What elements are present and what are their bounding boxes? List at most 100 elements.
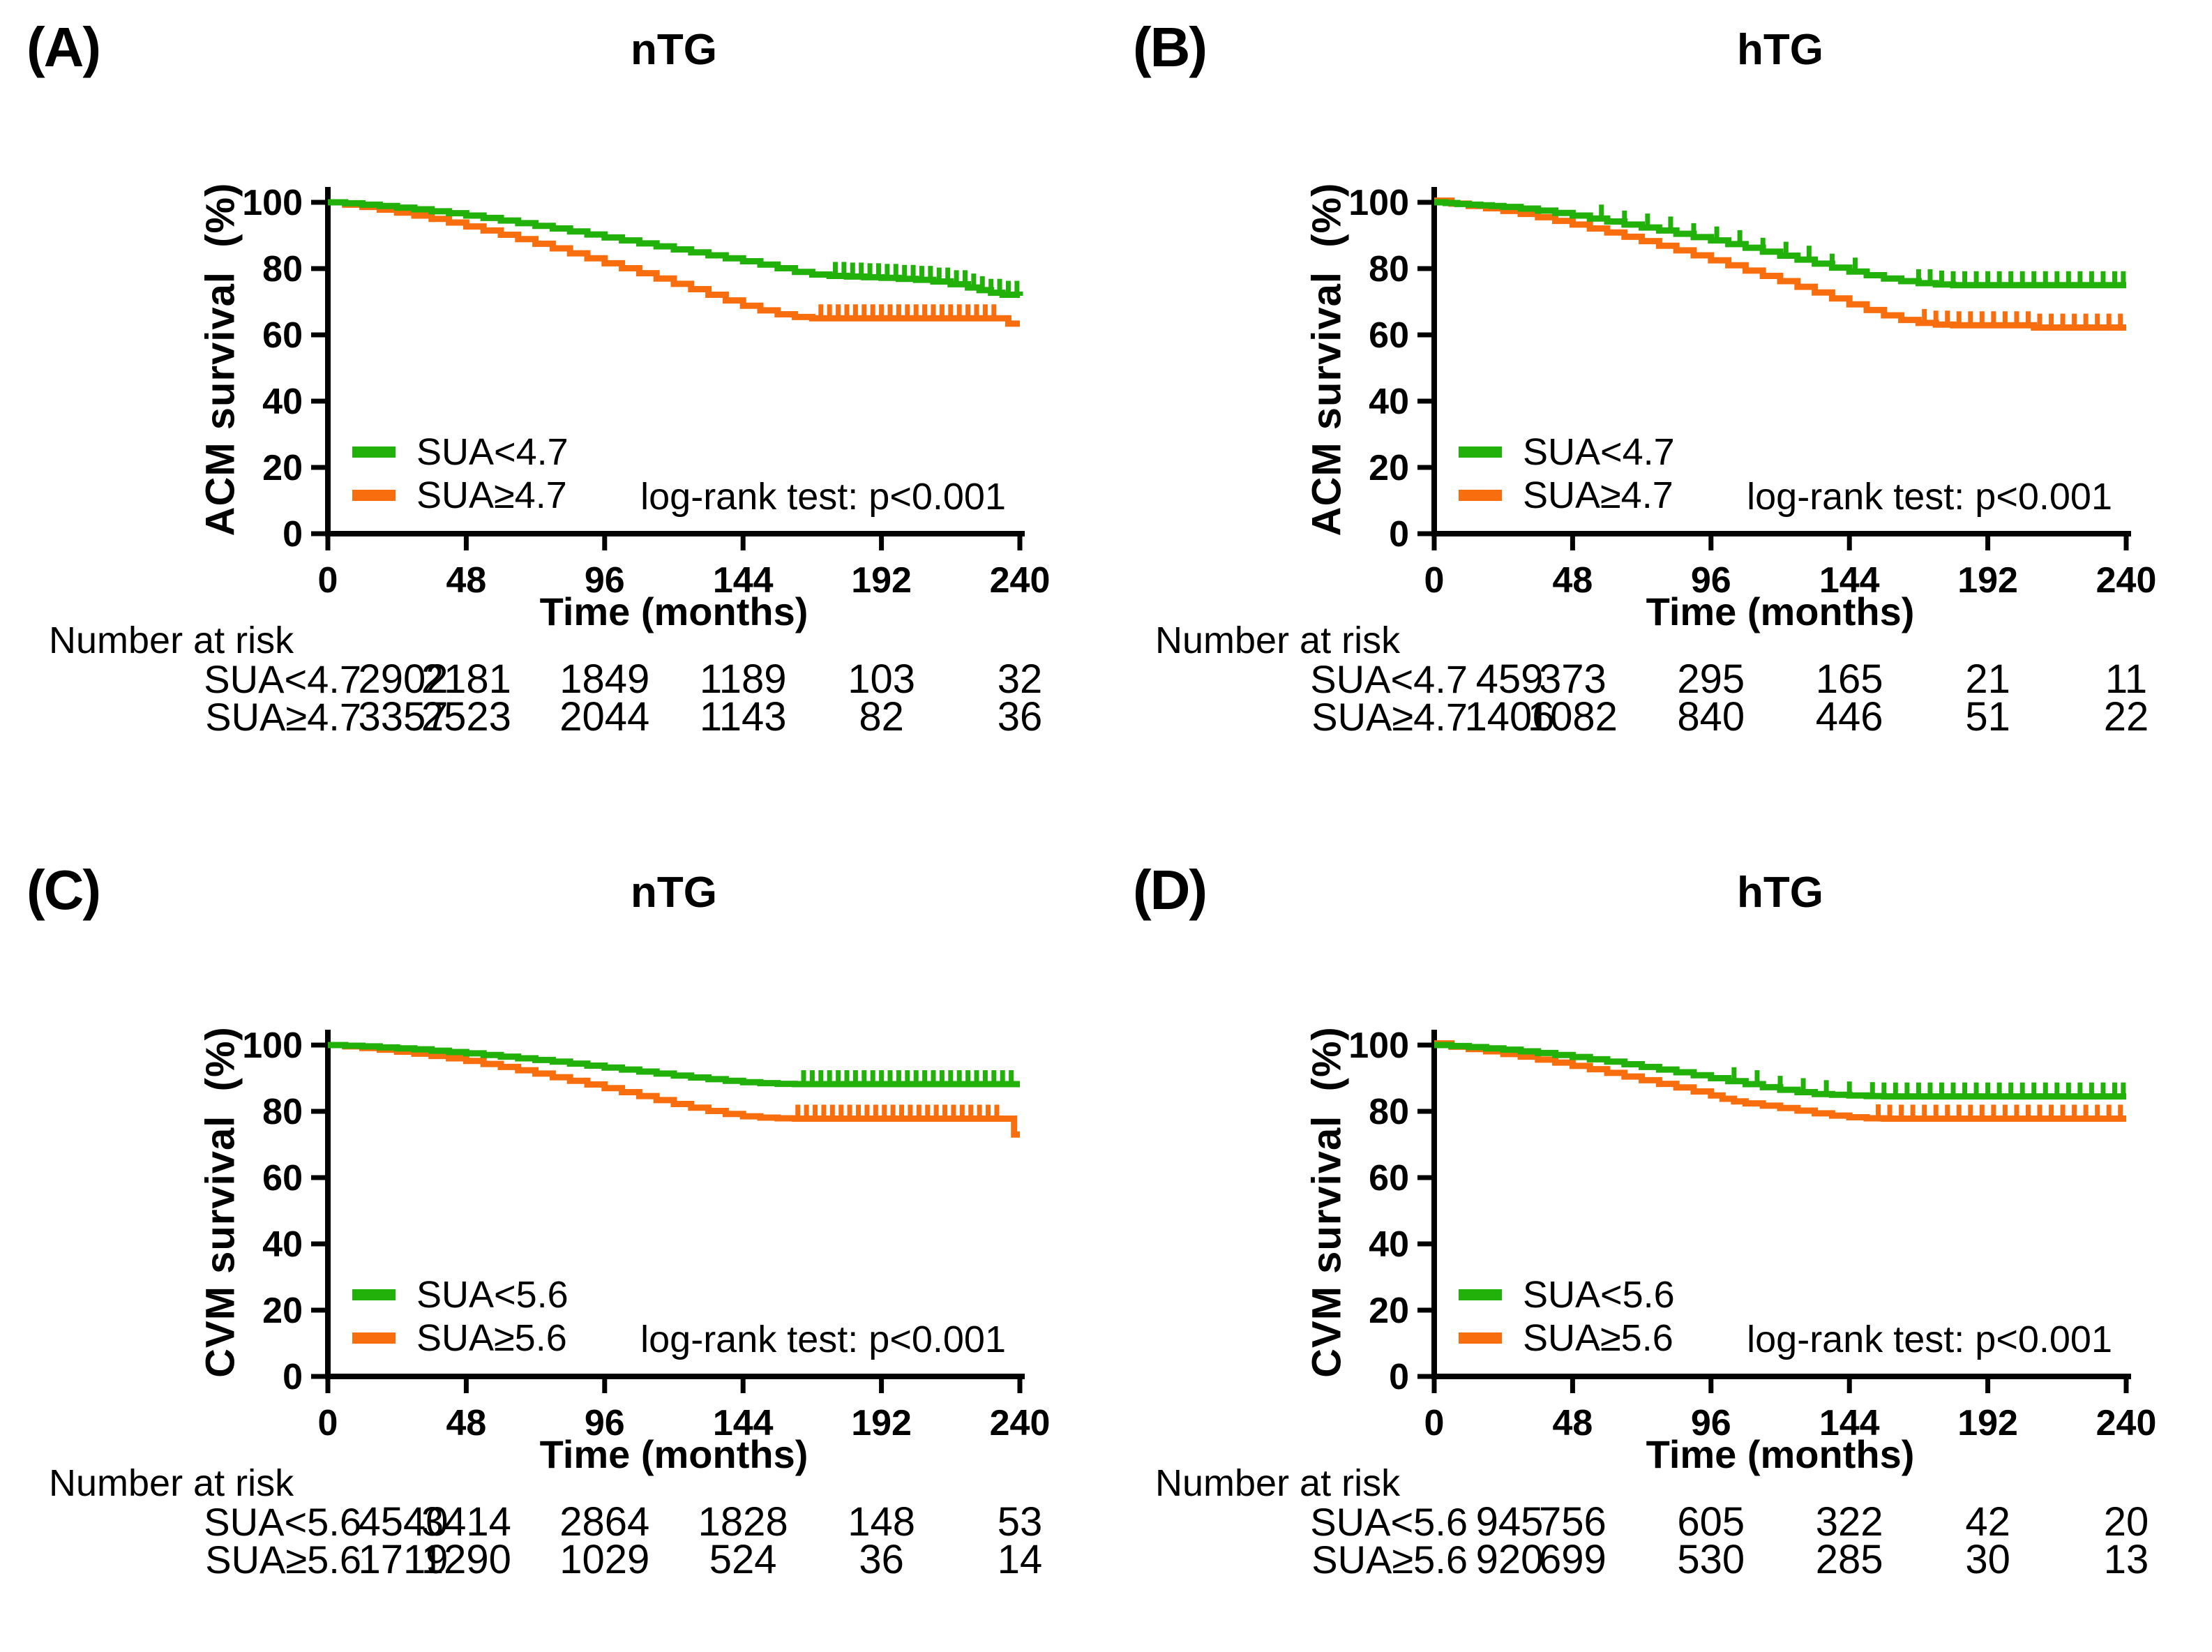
y-tick-label: 40 [1369, 382, 1409, 422]
y-tick-label: 60 [1369, 315, 1409, 356]
x-tick-label: 0 [1424, 560, 1445, 601]
panel-b: 0 20 40 60 80 100 0 48 96 144 192 240 (B) hTG ACM s… [1106, 7, 2212, 809]
y-tick-label: 100 [1348, 1026, 1409, 1066]
logrank-annotation: log-rank test: p<0.001 [640, 476, 1006, 518]
risk-row-label: SUA≥5.6 [205, 1538, 361, 1582]
risk-value: 42 [1965, 1499, 2010, 1545]
legend-label-orange: SUA≥4.7 [1523, 474, 1673, 516]
legend-entry-orange: SUA≥5.6 [1459, 1317, 1673, 1359]
risk-value: 699 [1539, 1537, 1607, 1582]
y-axis-title-b: ACM survival (%) [1304, 182, 1350, 536]
x-axis-title-d: Time (months) [1646, 1432, 1915, 1476]
y-tick-label: 60 [262, 315, 303, 356]
x-tick-label: 240 [990, 560, 1051, 601]
risk-value: 2044 [559, 694, 650, 739]
survival-plot-b: 0 20 40 60 80 100 0 48 96 144 192 240 [1348, 183, 2157, 601]
risk-row-label: SUA<4.7 [204, 657, 361, 701]
y-tick-label: 0 [283, 1357, 303, 1397]
risk-values-row: 945 756 605 322 42 20 [1106, 1501, 2212, 1543]
y-tick-label: 60 [262, 1158, 303, 1199]
y-tick-label: 40 [262, 1224, 303, 1265]
figure-canvas: { "figure": { "background": "#ffffff", "… [0, 7, 2212, 1582]
risk-row-label: SUA≥5.6 [1311, 1538, 1468, 1582]
x-tick-label: 96 [585, 1403, 625, 1443]
risk-value: 459 [1475, 656, 1544, 702]
risk-value: 322 [1815, 1499, 1883, 1545]
risk-values-row: 920 699 530 285 30 13 [1106, 1539, 2212, 1581]
panel-a: 0 20 40 60 80 100 0 48 96 144 192 240 (A) nTG ACM s… [0, 7, 1106, 809]
chart-title-d: hTG [1737, 869, 1823, 917]
panel-label-d: (D) [1133, 859, 1207, 921]
legend-entry-green: SUA<5.6 [352, 1274, 569, 1316]
risk-value: 295 [1677, 656, 1745, 702]
risk-value: 1082 [1527, 694, 1618, 739]
risk-value: 605 [1677, 1499, 1745, 1545]
km-curve-green [1434, 1042, 2126, 1100]
legend-label-green: SUA<4.7 [1523, 431, 1675, 473]
panel-d: 0 20 40 60 80 100 0 48 96 144 192 240 (D) hTG CVM s… [1106, 850, 2212, 1652]
risk-value: 1719 [358, 1537, 449, 1582]
legend-entry-orange: SUA≥4.7 [352, 474, 567, 516]
risk-value: 524 [709, 1537, 777, 1582]
logrank-annotation: log-rank test: p<0.001 [1747, 476, 2112, 518]
y-tick-label: 60 [1369, 1158, 1409, 1199]
risk-value: 530 [1677, 1537, 1745, 1582]
risk-value: 3414 [421, 1499, 511, 1545]
risk-value: 30 [1965, 1537, 2010, 1582]
panel-label-a: (A) [27, 16, 101, 78]
risk-value: 285 [1815, 1537, 1883, 1582]
chart-title-a: nTG [631, 26, 717, 74]
legend-label-green: SUA<5.6 [1523, 1274, 1675, 1316]
legend-label-orange: SUA≥5.6 [416, 1317, 567, 1359]
km-curve-orange [1434, 197, 2126, 331]
chart-title-c: nTG [631, 869, 717, 917]
risk-values-row: 1406 1082 840 446 51 22 [1106, 696, 2212, 738]
y-axis-title-d: CVM survival (%) [1304, 1026, 1350, 1378]
risk-value: 3357 [358, 694, 449, 739]
x-tick-label: 192 [1957, 1403, 2018, 1443]
risk-table-title: Number at risk [49, 620, 294, 661]
logrank-annotation: log-rank test: p<0.001 [1747, 1319, 2112, 1360]
risk-value: 4540 [358, 1499, 449, 1545]
x-tick-label: 240 [2096, 560, 2157, 601]
risk-value: 1290 [421, 1537, 511, 1582]
y-axis-title-c: CVM survival (%) [197, 1026, 243, 1378]
risk-values-row: 459 373 295 165 21 11 [1106, 659, 2212, 700]
risk-row-label: SUA<5.6 [204, 1500, 361, 1544]
y-tick-label: 0 [1389, 1357, 1409, 1397]
legend-label-green: SUA<5.6 [416, 1274, 569, 1316]
km-curve-orange [328, 199, 1020, 327]
x-tick-label: 144 [713, 560, 774, 601]
risk-value: 1029 [559, 1537, 650, 1582]
risk-table-title: Number at risk [49, 1462, 294, 1504]
logrank-annotation: log-rank test: p<0.001 [640, 1319, 1006, 1360]
risk-value: 1828 [698, 1499, 788, 1545]
legend-swatch-green [1459, 1289, 1502, 1300]
risk-value: 36 [859, 1537, 904, 1582]
y-tick-label: 20 [262, 448, 303, 488]
y-tick-label: 100 [242, 1026, 303, 1066]
risk-values-row: 3357 2523 2044 1143 82 36 [0, 696, 1106, 738]
risk-value: 36 [997, 694, 1043, 739]
panel-label-c: (C) [27, 859, 101, 921]
x-tick-label: 0 [1424, 1403, 1445, 1443]
risk-value: 11 [2105, 656, 2148, 702]
risk-value: 165 [1815, 656, 1883, 702]
survival-plot-c: 0 20 40 60 80 100 0 48 96 144 192 240 [242, 1026, 1050, 1443]
x-tick-label: 192 [1957, 560, 2018, 601]
risk-value: 82 [859, 694, 904, 739]
legend-entry-green: SUA<4.7 [352, 431, 569, 473]
x-tick-label: 0 [318, 1403, 338, 1443]
risk-value: 20 [2103, 1499, 2149, 1545]
y-tick-label: 20 [262, 1291, 303, 1331]
risk-row-label: SUA≥4.7 [205, 695, 361, 739]
legend-label-green: SUA<4.7 [416, 431, 569, 473]
risk-value: 2864 [559, 1499, 650, 1545]
risk-value: 945 [1475, 1499, 1544, 1545]
risk-value: 756 [1539, 1499, 1607, 1545]
x-axis-title-a: Time (months) [539, 590, 808, 633]
legend-swatch-green [352, 1289, 396, 1300]
x-tick-label: 96 [1691, 1403, 1731, 1443]
x-tick-label: 0 [318, 560, 338, 601]
y-tick-label: 20 [1369, 448, 1409, 488]
